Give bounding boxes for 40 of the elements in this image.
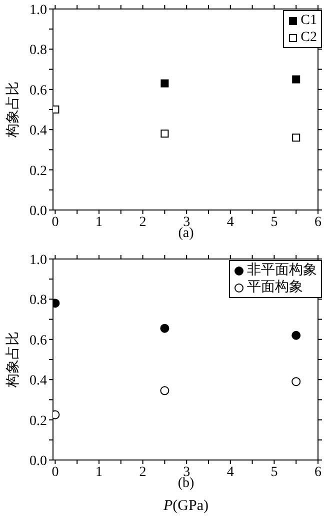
y-tick-label: 0.8 bbox=[30, 43, 47, 58]
x-tick-label: 5 bbox=[270, 464, 278, 480]
x-tick-label: 0 bbox=[52, 464, 59, 480]
x-tick-label: 4 bbox=[226, 464, 234, 480]
y-tick-label: 0.6 bbox=[30, 333, 47, 348]
x-tick-label: 0 bbox=[52, 214, 59, 230]
x-tick-label: 2 bbox=[139, 464, 146, 480]
x-tick-label: 5 bbox=[270, 214, 278, 230]
x-axis-title: P(GPa) bbox=[162, 498, 210, 515]
point bbox=[160, 386, 170, 396]
point bbox=[160, 130, 169, 138]
y-tick-label: 0.2 bbox=[30, 164, 47, 179]
legend-label: 非平面构象 bbox=[247, 262, 317, 279]
y-axis-title: 构象占比 bbox=[4, 82, 21, 138]
point bbox=[292, 134, 300, 142]
legend-label: C2 bbox=[300, 29, 317, 46]
x-tick-label: 4 bbox=[226, 214, 234, 230]
y-tick-label: 0.4 bbox=[30, 374, 47, 389]
y-tick-label: 0.8 bbox=[30, 293, 47, 308]
legend-label: 平面构象 bbox=[247, 279, 303, 296]
y-tick-label: 0.0 bbox=[30, 454, 47, 469]
x-tick-label: 2 bbox=[139, 214, 146, 230]
y-tick-label: 1.0 bbox=[30, 2, 47, 18]
x-tick-label: 1 bbox=[95, 464, 102, 480]
y-axis-title: 构象占比 bbox=[4, 332, 21, 388]
text: (b) bbox=[178, 476, 194, 491]
point bbox=[292, 75, 300, 84]
y-tick-label: 0.4 bbox=[30, 124, 47, 139]
y-tick-label: 0.0 bbox=[30, 204, 47, 219]
x-tick-label: 6 bbox=[314, 464, 322, 480]
y-tick-label: 1.0 bbox=[30, 252, 47, 268]
point bbox=[160, 79, 169, 88]
point bbox=[292, 330, 301, 340]
y-tick-label: 0.6 bbox=[30, 83, 47, 98]
point bbox=[160, 324, 170, 333]
legend-label: C1 bbox=[300, 12, 317, 29]
x-tick-label: 6 bbox=[314, 214, 322, 230]
point bbox=[292, 377, 301, 386]
y-tick-label: 0.2 bbox=[30, 414, 47, 429]
x-tick-label: 1 bbox=[95, 214, 102, 230]
